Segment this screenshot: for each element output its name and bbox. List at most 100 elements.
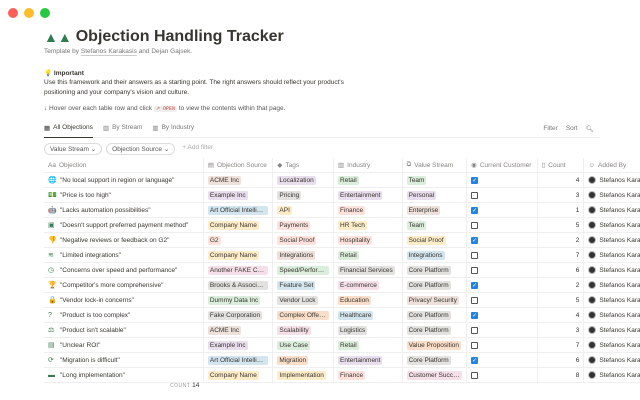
customer-checkbox[interactable] [471, 191, 479, 199]
value-stream-cell[interactable]: Core Platform [403, 277, 468, 293]
table-row[interactable]: ≋ "Limited integrations" Company Name Int… [44, 247, 640, 263]
value-stream-cell[interactable]: Core Platform [403, 262, 468, 278]
objection-source-filter[interactable]: Objection Source ⌄ [106, 143, 176, 155]
customer-checkbox[interactable]: ✓ [471, 236, 479, 244]
value-stream-cell[interactable]: Social Proof [403, 232, 468, 248]
tags-cell[interactable]: Vendor Lock [273, 292, 335, 308]
objection-cell[interactable]: ? "Product is too complex" [44, 307, 204, 323]
col-added-by[interactable]: ☺ Added By [584, 158, 640, 173]
customer-checkbox[interactable] [471, 341, 479, 349]
objection-cell[interactable]: ≋ "Limited integrations" [44, 247, 204, 263]
source-cell[interactable]: G2 [204, 232, 274, 248]
col-source[interactable]: ▤ Objection Source [204, 157, 274, 173]
minimize-window-button[interactable] [24, 8, 34, 18]
objection-cell[interactable]: 🔒 "Vendor lock-in concerns" [44, 292, 204, 308]
customer-checkbox[interactable] [471, 251, 479, 259]
tags-cell[interactable]: Pricing [273, 187, 335, 203]
source-cell[interactable]: Company Name [204, 217, 274, 233]
source-cell[interactable]: Dummy Data Inc [204, 292, 274, 308]
value-stream-cell[interactable]: Team [403, 217, 468, 233]
col-value-stream[interactable]: ⧉ Value Stream [403, 157, 468, 173]
objection-cell[interactable]: ⟳ "Migration is difficult" [44, 352, 204, 368]
table-row[interactable]: ◷ "Concerns over speed and performance" A… [44, 262, 640, 278]
filter-button[interactable]: Filter [543, 125, 558, 132]
tags-cell[interactable]: Payments [273, 217, 335, 233]
search-icon[interactable]: 🔍︎ [585, 126, 594, 133]
customer-checkbox[interactable]: ✓ [471, 281, 479, 289]
table-row[interactable]: 💵 "Price is too high" Example Inc Pricing… [44, 187, 640, 203]
source-cell[interactable]: Example Inc [204, 337, 274, 353]
tags-cell[interactable]: API [273, 202, 335, 218]
source-cell[interactable]: Company Name [204, 247, 274, 263]
industry-cell[interactable]: Retail [334, 247, 403, 263]
tags-cell[interactable]: Complex Offering [273, 307, 335, 323]
objection-cell[interactable]: 🏆 "Competitor's more comprehensive" [44, 277, 204, 293]
source-cell[interactable]: Art Official Intelligence [204, 202, 274, 218]
objection-cell[interactable]: ◷ "Concerns over speed and performance" [44, 262, 204, 278]
customer-checkbox[interactable]: ✓ [471, 206, 479, 214]
value-stream-cell[interactable]: Privacy/ Security [403, 292, 468, 308]
objection-cell[interactable]: ⚖ "Product isn't scalable" [44, 322, 204, 338]
value-stream-cell[interactable]: Core Platform [403, 307, 468, 323]
source-cell[interactable]: Example Inc [204, 187, 274, 203]
value-stream-cell[interactable]: Core Platform [403, 352, 468, 368]
value-stream-cell[interactable]: Integrations [403, 247, 468, 263]
industry-cell[interactable]: Hospitality [334, 232, 403, 248]
value-stream-cell[interactable]: Value Proposition [403, 337, 468, 353]
table-row[interactable]: ⟳ "Migration is difficult" Art Official I… [44, 352, 640, 368]
customer-checkbox[interactable]: ✓ [471, 311, 479, 319]
customer-checkbox[interactable] [471, 266, 479, 274]
tab-by-stream[interactable]: ▥ By Stream [103, 124, 143, 138]
tags-cell[interactable]: Feature Set [273, 277, 335, 293]
industry-cell[interactable]: Finance [334, 202, 403, 218]
customer-checkbox[interactable] [471, 326, 479, 334]
col-count[interactable]: ▯ Count [538, 157, 585, 173]
objection-cell[interactable]: 🌐 "No local support in region or language… [44, 172, 204, 188]
source-cell[interactable]: Art Official Intelligence [204, 352, 274, 368]
customer-checkbox[interactable]: ✓ [471, 356, 479, 364]
customer-checkbox[interactable] [471, 296, 479, 304]
tags-cell[interactable]: Migration [273, 352, 335, 368]
value-stream-cell[interactable]: Team [403, 172, 468, 188]
industry-cell[interactable]: Entertainment [334, 352, 403, 368]
source-cell[interactable]: ACME Inc [204, 172, 274, 188]
tags-cell[interactable]: Integrations [273, 247, 335, 263]
table-row[interactable]: 👎 "Negative reviews or feedback on G2" G2… [44, 232, 640, 248]
table-row[interactable]: ▣ "Doesn't support preferred payment meth… [44, 217, 640, 233]
table-row[interactable]: ⚖ "Product isn't scalable" ACME Inc Scala… [44, 322, 640, 338]
value-stream-cell[interactable]: Core Platform [403, 322, 468, 338]
value-stream-cell[interactable]: Personal [403, 187, 468, 203]
tags-cell[interactable]: Implementation [273, 367, 335, 383]
industry-cell[interactable]: E-commerce [334, 277, 403, 293]
value-stream-filter[interactable]: Value Stream ⌄ [44, 143, 103, 155]
industry-cell[interactable]: Financial Services [334, 262, 403, 278]
tags-cell[interactable]: Use Case [273, 337, 335, 353]
customer-checkbox[interactable] [471, 371, 479, 379]
col-tags[interactable]: ◆ Tags [273, 157, 335, 173]
industry-cell[interactable]: Retail [334, 172, 403, 188]
objection-cell[interactable]: 🤖 "Lacks automation possibilities" [44, 202, 204, 218]
sort-button[interactable]: Sort [565, 125, 578, 132]
author-link[interactable]: Stefanos Karakasis [80, 48, 137, 56]
source-cell[interactable]: Company Name [204, 367, 274, 383]
industry-cell[interactable]: Logistics [334, 322, 403, 338]
tags-cell[interactable]: Scalability [273, 322, 335, 338]
tab-all-objections[interactable]: ▦ All Objections [44, 124, 93, 138]
table-row[interactable]: 🏆 "Competitor's more comprehensive" Brook… [44, 277, 640, 293]
source-cell[interactable]: Brooks & Associates [204, 277, 274, 293]
value-stream-cell[interactable]: Customer Success [403, 367, 468, 383]
source-cell[interactable]: ACME Inc [204, 322, 274, 338]
table-row[interactable]: ▬ "Long implementation" Company Name Impl… [44, 367, 640, 383]
add-filter-button[interactable]: + Add filter [182, 144, 214, 151]
industry-cell[interactable]: Entertainment [334, 187, 403, 203]
col-customer[interactable]: ◉ Current Customer [467, 157, 538, 173]
col-objection[interactable]: Aa Objection [44, 157, 204, 173]
table-row[interactable]: 🌐 "No local support in region or language… [44, 172, 640, 188]
industry-cell[interactable]: Education [334, 292, 403, 308]
value-stream-cell[interactable]: Enterprise [403, 202, 468, 218]
objection-cell[interactable]: 👎 "Negative reviews or feedback on G2" [44, 232, 204, 248]
tab-by-industry[interactable]: ▥ By Industry [152, 124, 194, 138]
objection-cell[interactable]: ▬ "Long implementation" [44, 367, 204, 383]
source-cell[interactable]: Fake Corporation [204, 307, 274, 323]
customer-checkbox[interactable]: ✓ [471, 176, 479, 184]
